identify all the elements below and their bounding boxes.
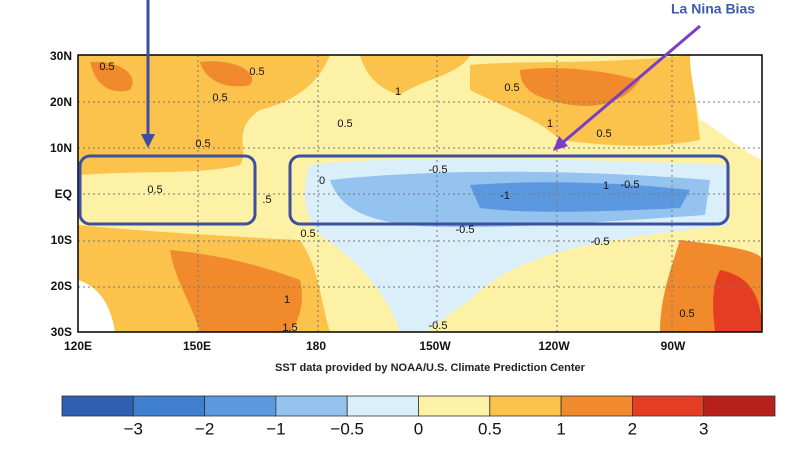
map-field [78, 55, 762, 332]
contour-label: -0.5 [429, 164, 448, 176]
colorbar-label: 0.5 [478, 419, 502, 438]
colorbar-label: 1 [556, 419, 565, 438]
colorbar-swatch [346, 395, 419, 417]
contour-label: 0.5 [195, 138, 210, 150]
contour-label: 1.5 [282, 322, 297, 334]
contour-label: 0.5 [679, 308, 694, 320]
colorbar-label: 3 [699, 419, 708, 438]
contour-label: 0.5 [504, 82, 519, 94]
arrowhead [141, 134, 155, 148]
contour-label: -0.5 [456, 224, 475, 236]
colorbar-label: −1 [266, 419, 285, 438]
colorbar-label: −2 [195, 419, 214, 438]
contour-label: -1 [500, 190, 510, 202]
contour-label: 1 [284, 294, 290, 306]
lat-label: 20N [50, 95, 72, 109]
highlight-box [288, 154, 730, 226]
colorbar-swatch [560, 395, 633, 417]
colorbar-swatch [204, 395, 277, 417]
colorbar-swatch [132, 395, 206, 417]
colorbar-swatch [61, 395, 134, 417]
colorbar-label: 0 [414, 419, 423, 438]
arrow [560, 24, 701, 146]
map-frame [77, 54, 763, 333]
colorbar-swatch [418, 395, 491, 417]
lon-label: 150W [419, 339, 451, 353]
contour-label: 0.5 [596, 128, 611, 140]
contour-label: 1 [395, 86, 401, 98]
highlight-box [78, 154, 257, 226]
lat-label: EQ [55, 187, 72, 201]
colorbar-swatch [632, 395, 705, 417]
contour-label: 0.5 [249, 66, 264, 78]
lon-label: 180 [306, 339, 326, 353]
contour-label: 0.5 [99, 61, 114, 73]
lat-label: 10N [50, 141, 72, 155]
colorbar-swatch [703, 395, 776, 417]
lat-label: 20S [51, 279, 72, 293]
lon-label: 120E [64, 339, 92, 353]
lat-label: 30N [50, 49, 72, 63]
contour-label: 1 [603, 180, 609, 192]
colorbar-swatch [275, 395, 348, 417]
lon-label: 90W [661, 339, 686, 353]
contour-label: 0.5 [212, 92, 227, 104]
lon-label: 150E [183, 339, 211, 353]
colorbar-label: 2 [628, 419, 637, 438]
arrowhead [553, 136, 568, 151]
contour-label: .5 [262, 194, 271, 206]
colorbar-label: −0.5 [330, 419, 364, 438]
annotation: La Nina Bias [671, 1, 755, 17]
contour-label: -0.5 [429, 320, 448, 332]
lat-label: 30S [51, 325, 72, 339]
colorbar-label: −3 [124, 419, 143, 438]
colorbar-swatch [489, 395, 562, 417]
contour-label: 0.5 [147, 184, 162, 196]
lat-label: 10S [51, 233, 72, 247]
contour-label: -0.5 [621, 179, 640, 191]
contour-label: 0.5 [300, 228, 315, 240]
contour-label: 0 [319, 175, 325, 187]
credit: SST data provided by NOAA/U.S. Climate P… [275, 362, 586, 374]
lon-label: 120W [538, 339, 570, 353]
contour-label: 1 [547, 118, 553, 130]
contour-label: -0.5 [591, 236, 610, 248]
contour-label: 0.5 [337, 118, 352, 130]
